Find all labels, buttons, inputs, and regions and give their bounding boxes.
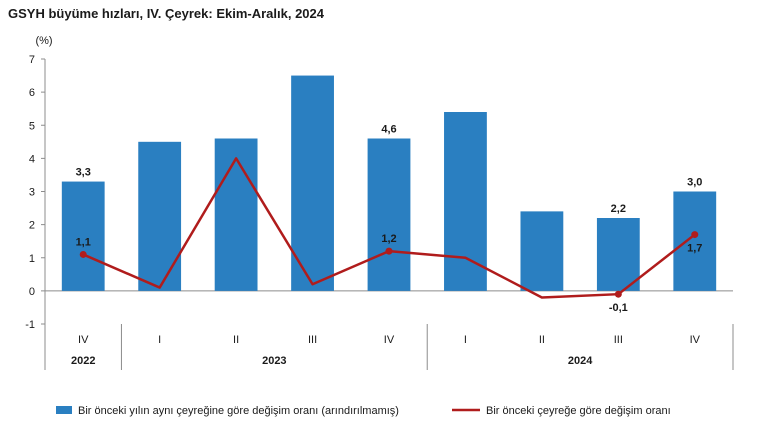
legend-label-bar: Bir önceki yılın aynı çeyreğine göre değ… <box>78 405 399 417</box>
line-data-label: 1,1 <box>76 236 91 248</box>
legend-label-line: Bir önceki çeyreğe göre değişim oranı <box>486 405 671 417</box>
bar <box>367 138 411 291</box>
bar-data-label: 4,6 <box>381 124 396 136</box>
line-point <box>385 247 393 255</box>
bar <box>520 211 564 291</box>
y-tick-label: 7 <box>29 54 35 66</box>
bar <box>214 138 258 291</box>
bar <box>596 218 640 291</box>
line-point <box>614 290 622 298</box>
y-tick-label: 5 <box>29 120 35 132</box>
y-tick-label: 6 <box>29 87 35 99</box>
category-label: IV <box>384 334 395 346</box>
line-data-label: -0,1 <box>609 302 628 314</box>
y-tick-label: 0 <box>29 286 35 298</box>
label-layer: 3,3 4,6 2,2 3,0 1,1 1,2 -0,1 1,7 <box>76 124 703 315</box>
chart-title: GSYH büyüme hızları, IV. Çeyrek: Ekim-Ar… <box>8 6 324 21</box>
category-label: II <box>233 334 239 346</box>
y-tick-label: -1 <box>25 319 35 331</box>
y-axis-unit-label: (%) <box>35 35 52 47</box>
category-label: IV <box>78 334 89 346</box>
category-label: III <box>614 334 623 346</box>
legend-swatch-bar <box>56 406 72 414</box>
bar <box>444 112 487 291</box>
year-group-label: 2023 <box>262 355 286 367</box>
line-point <box>79 250 87 258</box>
y-tick-label: 4 <box>29 153 35 165</box>
year-group-label: 2024 <box>568 355 593 367</box>
category-label: III <box>308 334 317 346</box>
bar <box>291 75 334 291</box>
bar <box>673 191 717 291</box>
category-label: I <box>464 334 467 346</box>
bar-data-label: 3,0 <box>687 177 702 189</box>
category-label: IV <box>690 334 701 346</box>
category-label: I <box>158 334 161 346</box>
y-tick-label: 1 <box>29 253 35 265</box>
line-point <box>691 231 699 239</box>
year-group-label: 2022 <box>71 355 95 367</box>
legend: Bir önceki yılın aynı çeyreğine göre değ… <box>56 405 671 417</box>
y-tick-label: 3 <box>29 187 35 199</box>
bar <box>61 181 105 291</box>
bar-data-label: 3,3 <box>76 167 91 179</box>
y-tick-label: 2 <box>29 220 35 232</box>
bar-layer <box>61 75 717 291</box>
line-layer <box>79 157 699 299</box>
line-data-label: 1,7 <box>687 243 702 255</box>
bar <box>138 141 182 291</box>
line-data-label: 1,2 <box>381 233 396 245</box>
bar-data-label: 2,2 <box>611 203 626 215</box>
category-label: II <box>539 334 545 346</box>
